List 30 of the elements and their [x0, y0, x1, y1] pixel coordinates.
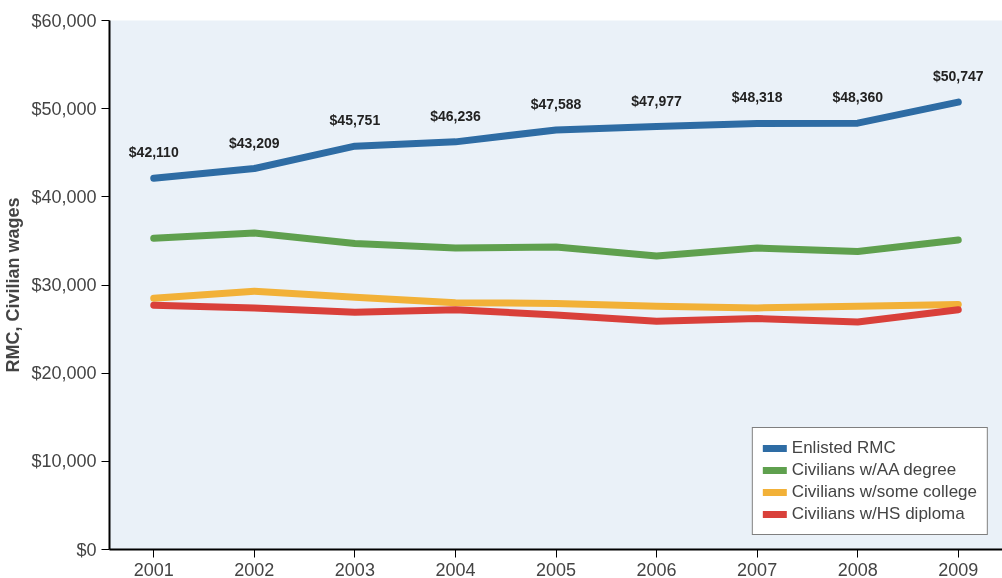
data-label: $48,360 [832, 89, 884, 106]
x-tick-label: 2006 [636, 559, 677, 578]
x-tick-label: 2005 [535, 559, 577, 578]
x-tick-label: 2007 [737, 559, 778, 578]
legend-label: Civilians w/AA degree [791, 460, 957, 480]
legend-label: Civilians w/HS diploma [791, 504, 965, 524]
data-label: $43,209 [229, 134, 280, 151]
x-tick-label: 2003 [334, 559, 375, 578]
y-tick-label: $50,000 [31, 98, 97, 119]
data-label: $50,747 [932, 68, 984, 85]
legend-label: Civilians w/some college [791, 482, 977, 502]
y-tick-label: $10,000 [31, 451, 97, 472]
data-label: $47,977 [631, 92, 683, 109]
data-label: $48,318 [731, 89, 783, 106]
y-tick-label: $40,000 [31, 186, 97, 207]
legend-label: Enlisted RMC [791, 438, 896, 458]
x-tick-label: 2008 [837, 559, 878, 578]
y-tick-label: $0 [76, 539, 97, 560]
data-label: $46,236 [430, 107, 481, 124]
data-label: $47,588 [530, 95, 582, 112]
y-tick-label: $30,000 [31, 275, 97, 295]
y-axis-title: RMC, Civilian wages [3, 197, 24, 373]
x-tick-label: 2001 [133, 559, 174, 578]
y-tick-label: $20,000 [31, 363, 97, 384]
x-tick-label: 2002 [234, 559, 275, 578]
y-tick-label: $60,000 [31, 10, 97, 31]
data-label: $42,110 [128, 144, 179, 161]
x-tick-label: 2004 [435, 559, 476, 578]
data-label: $45,751 [329, 112, 381, 129]
x-tick-label: 2009 [938, 559, 979, 578]
